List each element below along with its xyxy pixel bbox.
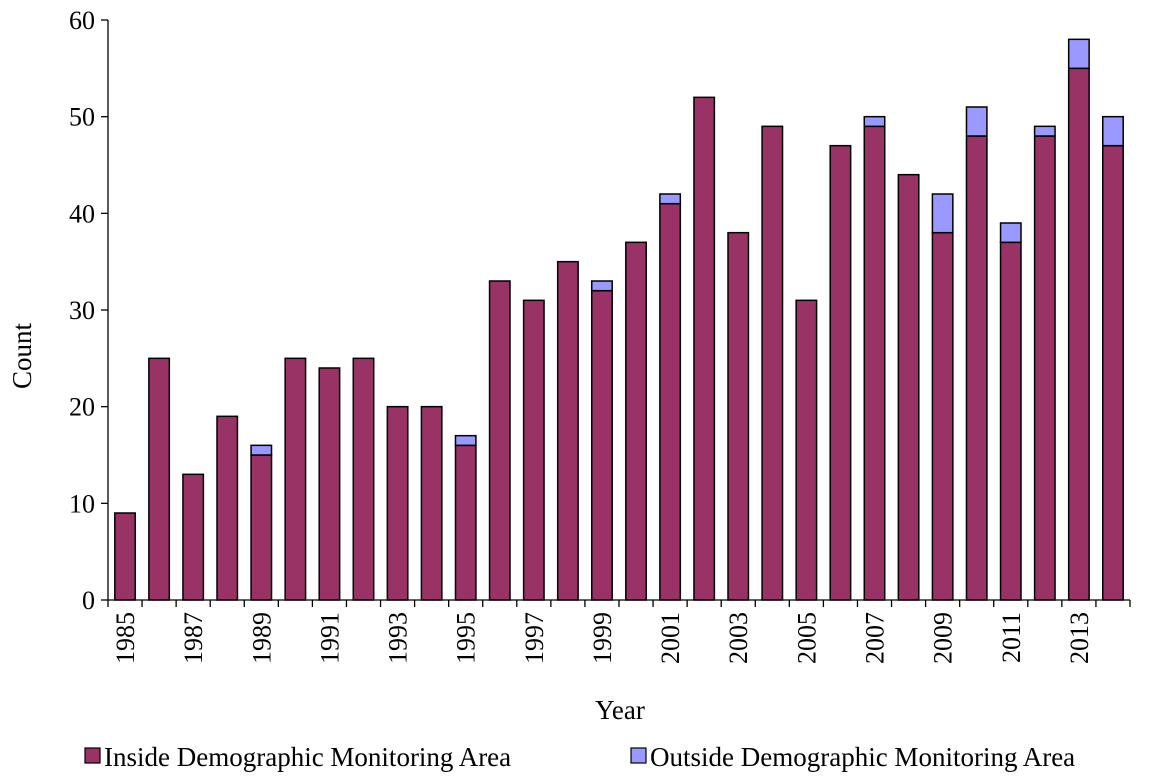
bar-inside-2010 — [965, 135, 988, 601]
bar-inside-1995 — [454, 444, 477, 601]
legend-label-outside: Outside Demographic Monitoring Area — [650, 742, 1075, 772]
bar-inside-2009 — [931, 231, 954, 601]
bar-outside-2009 — [931, 193, 954, 234]
x-tick-label: 2001 — [656, 612, 685, 664]
bar-inside-2007 — [863, 125, 886, 601]
y-tick-label: 40 — [69, 199, 95, 228]
x-tick-label: 2005 — [792, 612, 821, 664]
x-tick-label: 2011 — [997, 612, 1026, 663]
bar-outside-1989 — [250, 444, 273, 456]
bar-inside-2003 — [727, 231, 750, 601]
bars-group — [114, 38, 1124, 601]
y-tick-label: 0 — [82, 586, 95, 615]
bar-inside-1999 — [591, 289, 613, 601]
x-tick-label: 1991 — [315, 612, 344, 664]
bar-inside-1993 — [386, 405, 409, 601]
legend-swatch-inside — [84, 747, 101, 764]
y-tick-label: 50 — [69, 103, 95, 132]
bar-inside-1985 — [114, 512, 136, 601]
legend: Inside Demographic Monitoring Area Outsi… — [84, 742, 1075, 772]
bar-inside-1989 — [250, 454, 273, 601]
bar-inside-1988 — [216, 415, 239, 601]
bar-inside-2006 — [829, 144, 852, 601]
bar-inside-2005 — [795, 299, 818, 601]
bar-inside-1990 — [284, 357, 307, 601]
bar-outside-1999 — [591, 280, 613, 292]
bar-outside-2007 — [863, 115, 886, 128]
bar-inside-2012 — [1033, 135, 1056, 601]
x-axis-title: Year — [595, 695, 645, 725]
x-tick-label: 1995 — [452, 612, 481, 664]
x-tick-label: 2013 — [1065, 612, 1094, 664]
bar-outside-2010 — [965, 106, 988, 137]
bar-outside-2014 — [1102, 115, 1124, 147]
bar-inside-1997 — [522, 299, 545, 601]
x-tick-label: 1997 — [520, 612, 549, 664]
bar-inside-2002 — [693, 96, 716, 601]
bar-outside-1995 — [454, 434, 477, 447]
bar-outside-2001 — [659, 193, 682, 205]
y-tick-label: 20 — [69, 393, 95, 422]
bar-inside-2001 — [659, 202, 682, 601]
bar-inside-1992 — [352, 357, 375, 601]
bar-inside-2004 — [761, 125, 784, 601]
x-tick-label: 2003 — [724, 612, 753, 664]
x-tick-label: 2009 — [929, 612, 958, 664]
bar-outside-2013 — [1067, 38, 1090, 70]
legend-swatch-outside — [630, 747, 647, 764]
x-tick-label: 2007 — [861, 612, 890, 664]
x-tick-label: 1989 — [247, 612, 276, 664]
bar-inside-2008 — [897, 173, 920, 601]
bar-outside-2011 — [999, 222, 1022, 244]
x-tick-labels: 1985 1987 1989 1991 1993 1995 1997 1999 2001 2003… — [111, 612, 1094, 664]
bar-inside-2013 — [1067, 67, 1090, 601]
x-tick-label: 1985 — [111, 612, 140, 664]
legend-label-inside: Inside Demographic Monitoring Area — [104, 742, 511, 772]
bar-inside-1994 — [420, 405, 443, 601]
bar-inside-1991 — [318, 367, 341, 601]
bar-inside-1987 — [182, 473, 205, 601]
y-tick-label: 30 — [69, 296, 95, 325]
bar-inside-2014 — [1102, 144, 1124, 601]
bar-inside-1998 — [556, 260, 579, 601]
bar-inside-2000 — [625, 241, 647, 601]
x-tick-label: 1999 — [588, 612, 617, 664]
x-tick-label: 1987 — [179, 612, 208, 664]
bar-inside-1986 — [148, 357, 171, 601]
axes-group — [101, 19, 1131, 607]
y-tick-label: 60 — [69, 6, 95, 35]
bar-outside-2012 — [1033, 125, 1056, 137]
x-tick-label: 1993 — [384, 612, 413, 664]
y-axis-title: Count — [7, 322, 37, 389]
y-tick-labels: 0 10 20 30 40 50 60 — [69, 6, 95, 615]
bar-inside-2011 — [999, 241, 1022, 601]
y-tick-label: 10 — [69, 489, 95, 518]
bar-inside-1996 — [488, 280, 511, 601]
